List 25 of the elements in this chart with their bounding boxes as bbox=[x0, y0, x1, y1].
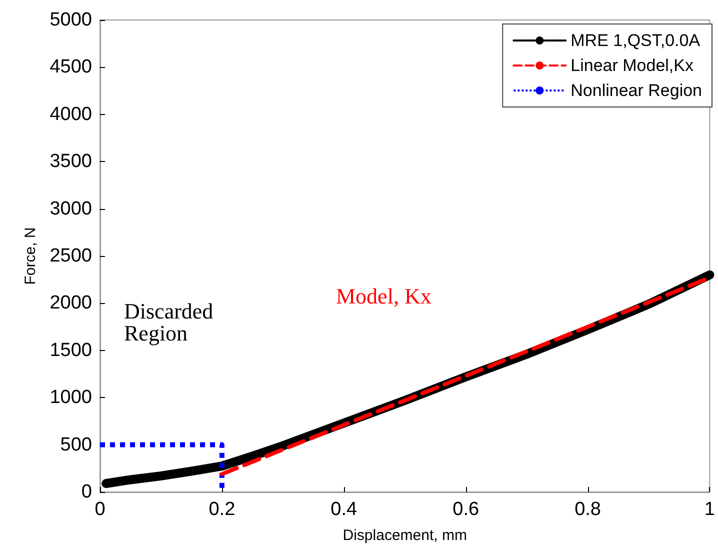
annotation: Model, Kx bbox=[336, 284, 432, 308]
y-tick-label: 1000 bbox=[50, 387, 92, 408]
x-tick-label: 0.6 bbox=[452, 499, 480, 520]
annotation: Region bbox=[124, 320, 188, 346]
y-axis-title: Force, N bbox=[22, 227, 39, 285]
y-tick-label: 4500 bbox=[50, 56, 92, 78]
legend-label: Nonlinear Region bbox=[570, 81, 702, 100]
y-tick-label: 3500 bbox=[50, 151, 92, 172]
y-tick-label: 1500 bbox=[50, 340, 92, 361]
y-tick-label: 3000 bbox=[50, 198, 92, 220]
x-tick-label: 0.8 bbox=[574, 499, 601, 520]
x-tick-label: 0.4 bbox=[330, 499, 358, 520]
annotation: Discarded bbox=[124, 298, 214, 324]
x-axis-title: Displacement, mm bbox=[342, 527, 467, 544]
y-tick-label: 500 bbox=[60, 434, 92, 456]
y-tick-label: 2000 bbox=[50, 292, 92, 314]
x-tick-label: 0.2 bbox=[208, 499, 236, 520]
y-tick-label: 2500 bbox=[50, 246, 92, 266]
x-tick-label: 1 bbox=[704, 499, 716, 520]
legend-label: Linear Model,Kx bbox=[570, 56, 694, 75]
x-tick-label: 0 bbox=[94, 499, 106, 520]
legend-label: MRE 1,QST,0.0A bbox=[570, 31, 701, 50]
y-tick-label: 4000 bbox=[50, 104, 92, 125]
y-tick-label: 5000 bbox=[50, 10, 92, 30]
y-tick-label: 0 bbox=[81, 482, 92, 502]
